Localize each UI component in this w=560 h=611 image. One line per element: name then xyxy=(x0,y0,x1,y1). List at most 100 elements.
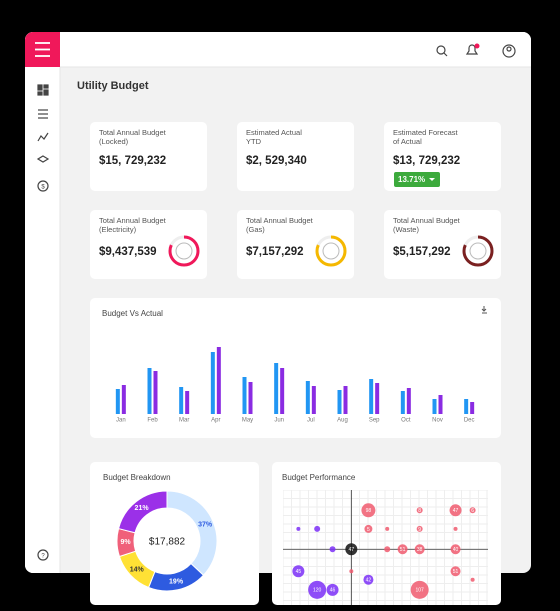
bubble-label: 8 xyxy=(418,508,421,514)
bubble xyxy=(345,543,358,556)
badge-caret xyxy=(429,178,435,181)
bubble xyxy=(449,504,462,517)
bubble xyxy=(453,526,458,531)
card-label: Estimated Actual xyxy=(246,128,302,137)
bar xyxy=(216,347,221,414)
card-label: Total Annual Budget xyxy=(99,128,167,137)
chart-title: Budget Vs Actual xyxy=(102,309,163,318)
x-tick-label: May xyxy=(242,418,253,424)
bubble-label: 45 xyxy=(296,569,302,575)
badge-text: 13.71% xyxy=(398,175,425,184)
bar xyxy=(210,352,215,414)
page-title: Utility Budget xyxy=(77,80,149,92)
card-value: $9,437,539 xyxy=(99,246,157,258)
slice-label: 21% xyxy=(135,505,150,512)
gauge-ring xyxy=(462,235,494,267)
nav-help[interactable] xyxy=(37,549,49,561)
nav-settings[interactable] xyxy=(38,109,48,119)
bubble xyxy=(361,503,376,518)
bar xyxy=(432,399,437,414)
bar xyxy=(248,382,253,414)
bubble xyxy=(416,525,423,532)
nav-budget[interactable] xyxy=(37,180,49,192)
bar-card xyxy=(90,298,501,438)
performance-card xyxy=(272,462,501,605)
chart-title: Budget Breakdown xyxy=(103,473,171,482)
bubble-label: 107 xyxy=(415,588,424,594)
card-label: Total Annual Budget xyxy=(246,216,314,225)
bar xyxy=(121,385,126,414)
bar xyxy=(438,395,443,414)
bell-icon[interactable] xyxy=(465,44,479,55)
chart-title: Budget Performance xyxy=(282,473,356,482)
slice-label: 9% xyxy=(120,539,131,546)
badge[interactable] xyxy=(394,172,440,187)
x-tick-label: Oct xyxy=(401,418,411,424)
bubble-label: 47 xyxy=(349,547,355,553)
bar xyxy=(470,402,475,414)
bubble-label: 38 xyxy=(417,547,423,553)
bubble xyxy=(450,544,461,555)
bar xyxy=(115,389,120,414)
bar xyxy=(179,387,184,414)
bubble xyxy=(416,507,423,514)
card-value: $7,157,292 xyxy=(246,246,304,258)
gauge-ring xyxy=(315,235,347,267)
kpi-card xyxy=(90,210,207,279)
gauge-icon xyxy=(175,242,193,260)
center-label: $17,882 xyxy=(149,537,186,548)
bar xyxy=(280,368,285,414)
slice-label: 19% xyxy=(169,578,184,585)
bar xyxy=(343,386,348,414)
card-value: $2, 529,340 xyxy=(246,155,307,167)
bar xyxy=(242,377,247,414)
bubble-label: 46 xyxy=(330,588,336,594)
bubble xyxy=(384,546,391,553)
bubble xyxy=(469,507,476,514)
nav-trends[interactable] xyxy=(37,132,49,142)
card-value: $5,157,292 xyxy=(393,246,451,258)
svg-text:$: $ xyxy=(41,185,45,191)
kpi-card xyxy=(90,122,207,191)
bubble xyxy=(470,577,475,582)
bubble xyxy=(363,574,374,585)
header-bar xyxy=(25,32,531,67)
kpi-card xyxy=(237,122,354,191)
card-label: (Waste) xyxy=(393,225,419,234)
bubble-label: 120 xyxy=(313,588,322,594)
bubble xyxy=(414,544,425,555)
bubble-label: 98 xyxy=(366,508,372,514)
bubble xyxy=(329,546,336,553)
bubble-label: 51 xyxy=(400,547,406,553)
bar xyxy=(305,381,310,414)
kpi-card xyxy=(237,210,354,279)
bubble xyxy=(326,583,339,596)
pie-slice xyxy=(117,490,168,534)
bubble-label: 47 xyxy=(453,508,459,514)
bubble xyxy=(349,569,354,574)
x-tick-label: Jan xyxy=(116,418,126,424)
card-label: Total Annual Budget xyxy=(393,216,461,225)
download-icon[interactable] xyxy=(481,306,487,314)
card-label: (Electricity) xyxy=(99,225,137,234)
x-tick-label: Jun xyxy=(274,418,284,424)
x-tick-label: Nov xyxy=(432,418,443,424)
search-icon[interactable] xyxy=(436,45,446,55)
card-value: $13, 729,232 xyxy=(393,155,460,167)
bar xyxy=(464,399,469,414)
bubble xyxy=(292,565,305,578)
bar xyxy=(274,363,279,414)
nav-dashboard[interactable] xyxy=(37,84,49,96)
nav-layers[interactable] xyxy=(36,155,50,163)
bubble-label: 9 xyxy=(418,527,421,533)
card-label: YTD xyxy=(246,137,262,146)
x-tick-label: Sep xyxy=(369,418,380,424)
x-tick-label: Mar xyxy=(179,418,189,424)
slice-label: 14% xyxy=(130,566,145,573)
bubble xyxy=(364,524,373,533)
bar xyxy=(153,371,158,414)
user-icon[interactable] xyxy=(502,44,516,58)
card-label: Estimated Forecast xyxy=(393,128,459,137)
